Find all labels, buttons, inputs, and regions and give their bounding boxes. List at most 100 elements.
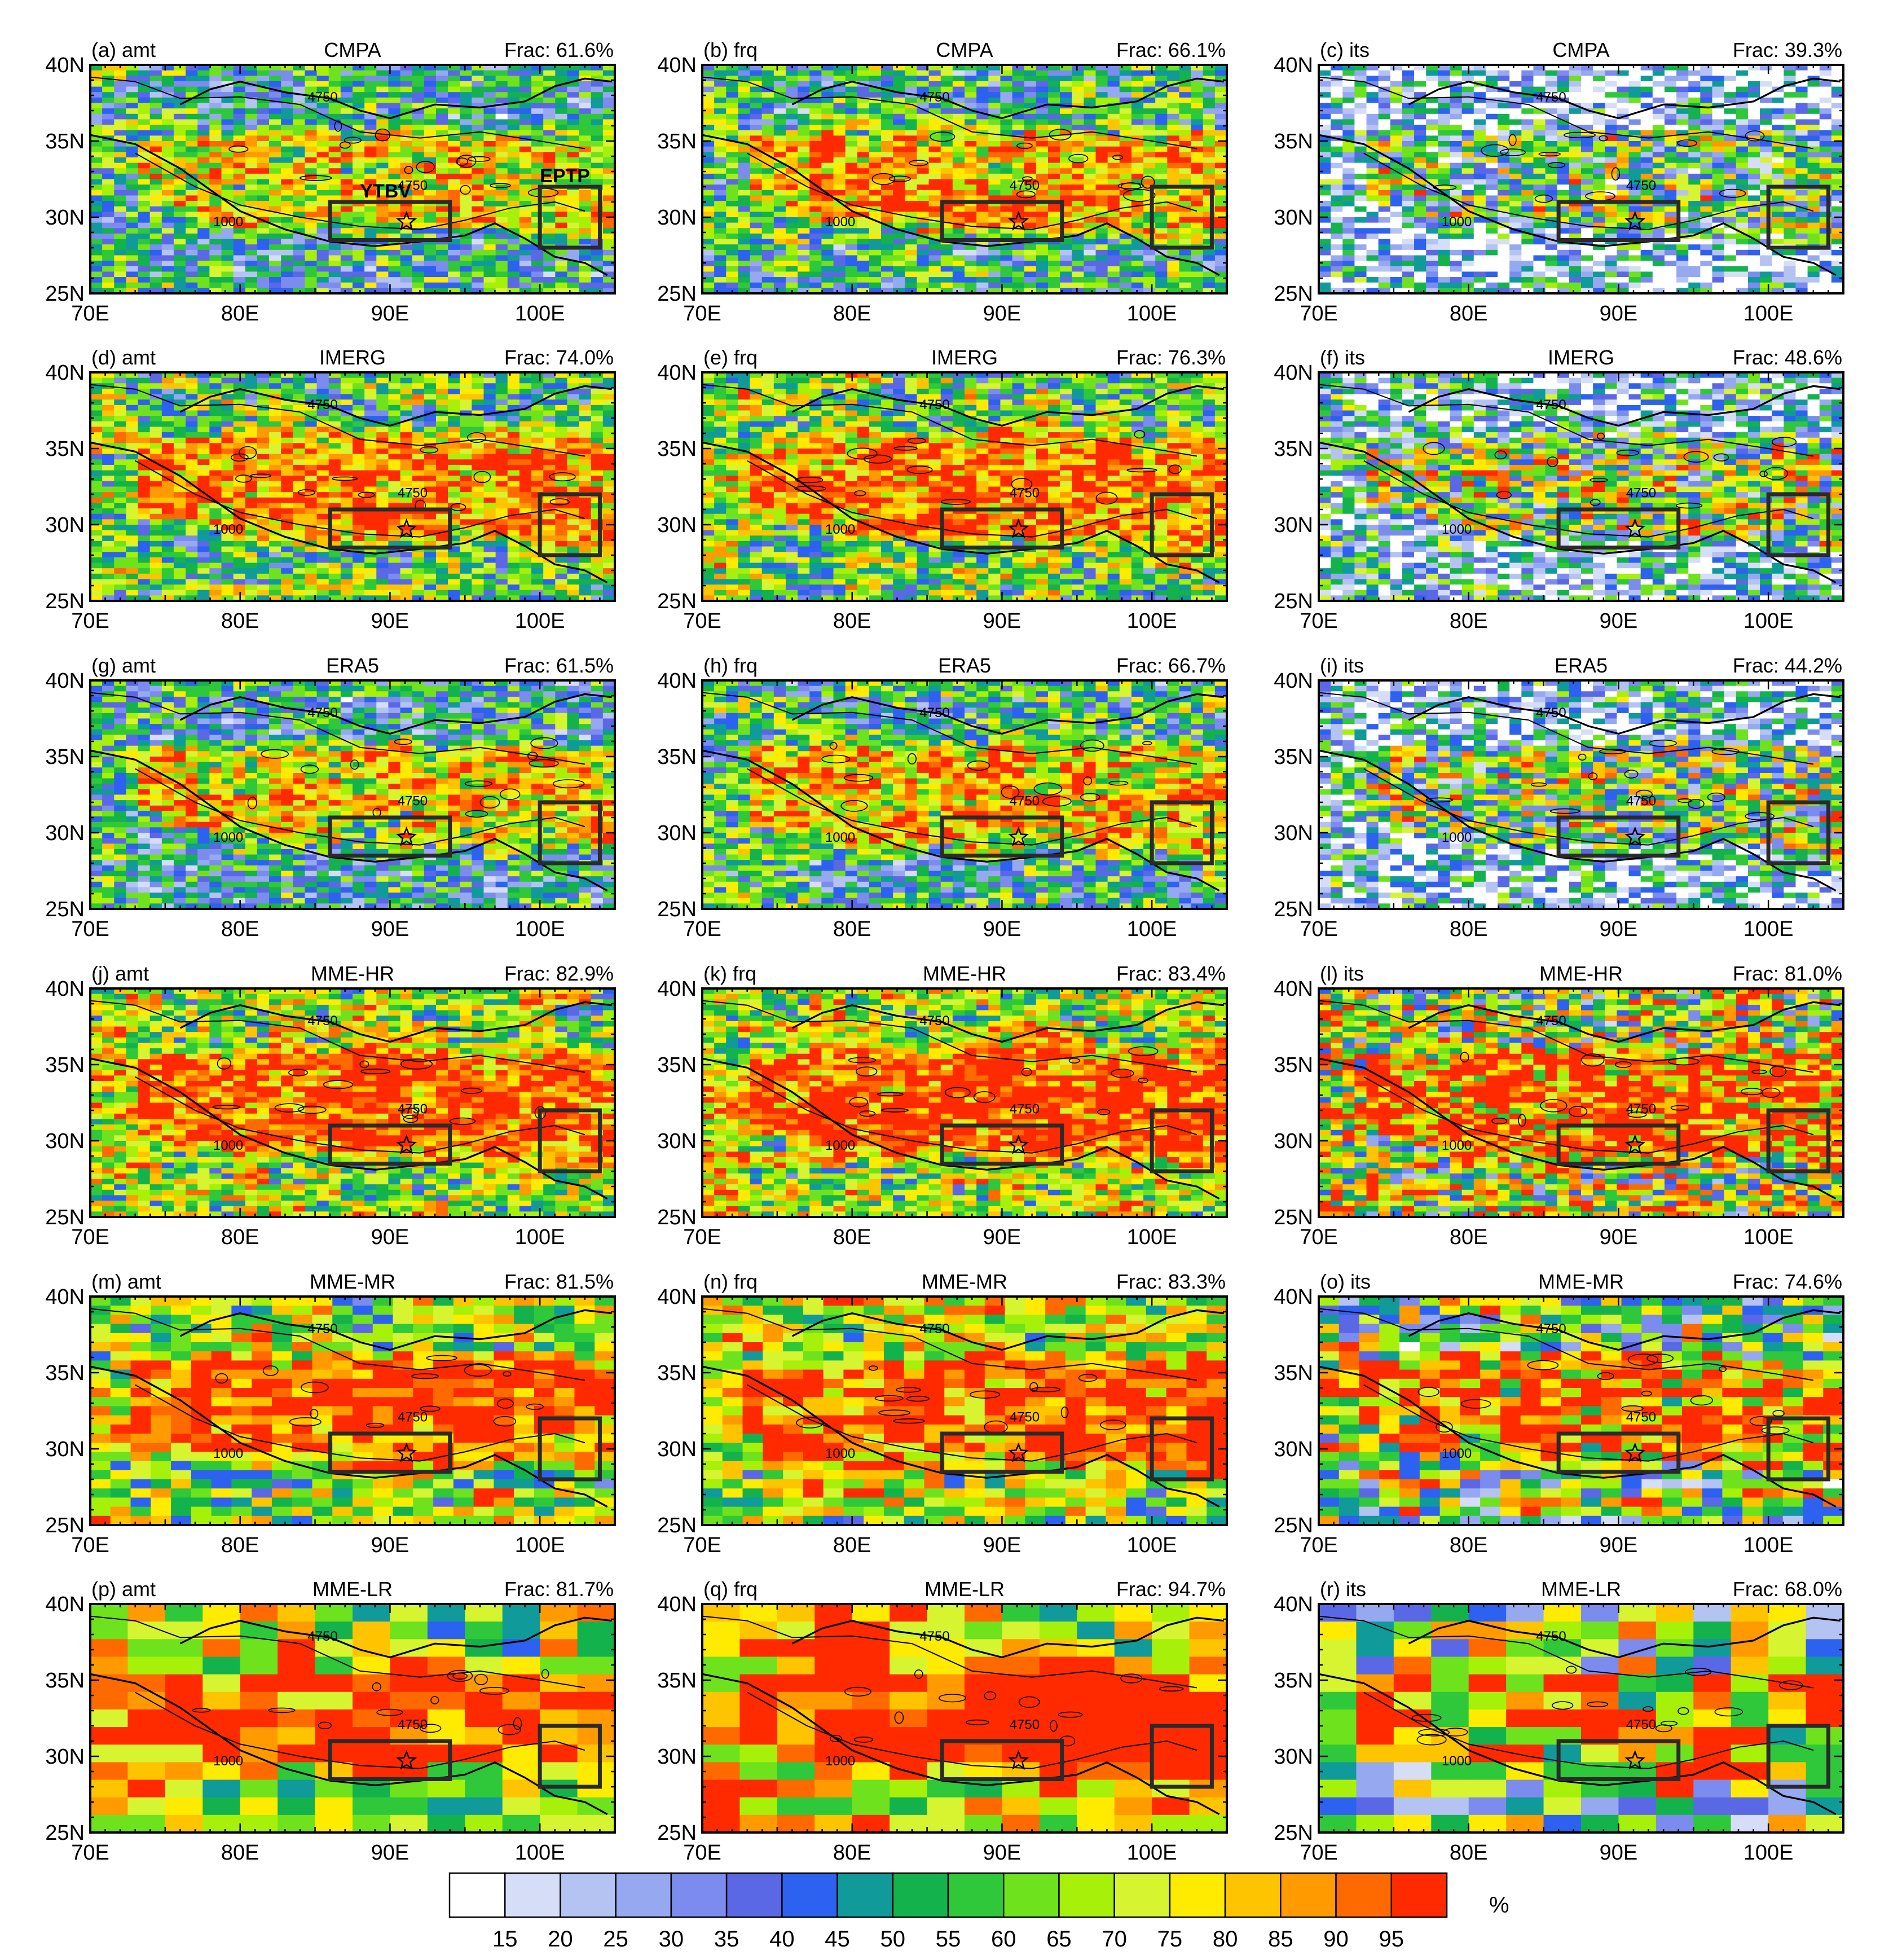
field-cell (1095, 288, 1108, 293)
field-cell (1047, 261, 1060, 267)
field-cell (173, 244, 186, 251)
field-cell (917, 81, 930, 87)
field-cell (773, 249, 786, 256)
field-cell (893, 162, 905, 169)
field-cell (161, 97, 174, 104)
field-cell (726, 135, 739, 142)
field-cell (507, 108, 520, 115)
field-cell (1521, 65, 1534, 71)
field-cell (602, 135, 615, 142)
field-cell (555, 261, 568, 267)
field-cell (1203, 119, 1216, 125)
field-cell (388, 81, 401, 87)
field-cell (857, 76, 870, 82)
field-cell (917, 97, 930, 104)
field-cell (714, 255, 727, 261)
field-cell (1179, 249, 1192, 256)
field-cell (376, 217, 389, 223)
field-cell (1569, 217, 1582, 223)
field-cell (1000, 190, 1013, 196)
field-cell (940, 184, 953, 191)
field-cell (1533, 119, 1546, 125)
field-cell (269, 76, 281, 82)
field-cell (1319, 212, 1331, 218)
field-cell (1557, 282, 1570, 288)
field-cell (1319, 206, 1331, 212)
field-cell (579, 125, 592, 131)
field-cell (809, 271, 822, 278)
field-cell (976, 206, 989, 212)
field-cell (893, 233, 905, 240)
field-cell (472, 141, 485, 147)
field-cell (460, 255, 472, 261)
field-cell (519, 195, 532, 201)
field-cell (833, 288, 846, 293)
field-cell (435, 255, 448, 261)
field-cell (507, 81, 520, 87)
field-cell (567, 125, 580, 131)
field-cell (1557, 277, 1570, 283)
ytbv-label: YTBV (360, 181, 411, 202)
field-cell (928, 212, 941, 218)
field-cell (1498, 195, 1510, 201)
field-cell (1155, 217, 1168, 223)
field-cell (833, 146, 846, 152)
field-cell (1319, 130, 1331, 136)
field-cell (602, 228, 615, 234)
field-cell (364, 146, 377, 152)
field-cell (507, 97, 520, 104)
field-cell (186, 255, 198, 261)
field-cell (579, 271, 592, 278)
field-cell (1143, 239, 1156, 245)
field-cell (1167, 206, 1180, 212)
field-cell (1390, 255, 1403, 261)
field-cell (1167, 222, 1180, 228)
field-cell (1036, 125, 1049, 131)
field-cell (1414, 81, 1426, 87)
field-cell (495, 288, 508, 293)
field-cell (293, 266, 306, 273)
field-cell (965, 92, 977, 98)
field-cell (161, 212, 174, 218)
field-cell (940, 266, 953, 273)
field-cell (328, 135, 341, 142)
panel-frame (89, 64, 616, 295)
field-cell (364, 228, 377, 234)
field-cell (738, 108, 751, 115)
field-cell (952, 81, 965, 87)
field-cell (798, 277, 810, 283)
field-cell (905, 249, 918, 256)
field-cell (1203, 146, 1216, 152)
field-cell (1084, 266, 1097, 273)
field-cell (1569, 173, 1582, 180)
field-cell (221, 146, 234, 152)
field-cell (376, 130, 389, 136)
field-cell (543, 266, 556, 273)
field-cell (257, 108, 270, 115)
field-cell (1167, 277, 1180, 283)
field-cell (173, 119, 186, 125)
field-cell (161, 113, 174, 120)
field-cell (1060, 255, 1072, 261)
field-cell (750, 195, 763, 201)
field-cell (412, 228, 425, 234)
field-cell (893, 113, 905, 120)
field-cell (1095, 81, 1108, 87)
field-cell (714, 119, 727, 125)
field-cell (138, 92, 151, 98)
field-cell (1319, 233, 1331, 240)
field-cell (364, 113, 377, 120)
field-cell (161, 70, 174, 76)
field-cell (435, 141, 448, 147)
field-cell (1545, 157, 1558, 164)
field-cell (209, 195, 222, 201)
field-cell (1107, 86, 1120, 93)
field-cell (388, 173, 401, 180)
field-cell (1461, 271, 1474, 278)
field-cell (702, 108, 715, 115)
field-cell (1473, 201, 1486, 207)
field-cell (1047, 282, 1060, 288)
field-cell (435, 184, 448, 191)
field-cell (750, 201, 763, 207)
field-cell (531, 70, 544, 76)
